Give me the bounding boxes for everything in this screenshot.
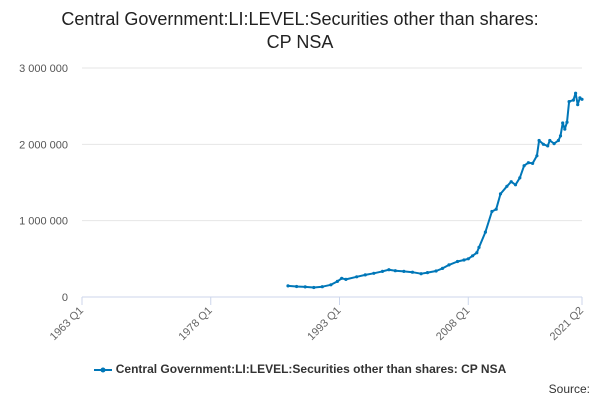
data-point [312, 285, 316, 290]
data-point [466, 257, 470, 261]
data-point [462, 258, 466, 262]
data-point [393, 269, 397, 273]
data-point [344, 277, 348, 281]
data-point [535, 154, 539, 158]
data-point [574, 91, 578, 95]
data-point [490, 209, 494, 214]
y-tick-label: 2 000 000 [19, 139, 68, 151]
data-point [387, 268, 391, 272]
data-point [556, 138, 561, 143]
legend-label: Central Government:LI:LEVEL:Securities o… [115, 362, 507, 376]
data-point [372, 271, 376, 275]
data-point [494, 207, 498, 211]
data-point [558, 134, 563, 138]
data-point [440, 266, 445, 270]
y-tick-label: 0 [62, 292, 68, 304]
data-point [434, 269, 438, 273]
data-point [509, 180, 513, 184]
data-point [505, 184, 509, 188]
x-tick-label: 1963 Q1 [48, 305, 86, 343]
chart-title-line-1: Central Government:LI:LEVEL:Securities o… [61, 9, 539, 29]
chart-title: Central Government:LI:LEVEL:Securities o… [0, 8, 600, 54]
x-tick-label: 2021 Q2 [548, 305, 586, 343]
data-point [447, 263, 451, 267]
data-point [329, 283, 333, 287]
data-point [295, 284, 299, 289]
data-point [340, 276, 344, 280]
data-point [576, 103, 580, 107]
data-point [303, 285, 307, 289]
x-tick-label: 2008 Q1 [434, 305, 472, 343]
data-point [537, 138, 541, 143]
data-point [355, 275, 359, 279]
legend-line-icon [93, 367, 112, 373]
data-point [563, 127, 567, 131]
data-point [522, 164, 526, 168]
data-point [380, 269, 384, 273]
data-point [565, 120, 569, 124]
data-point [526, 161, 531, 165]
data-point [425, 271, 430, 275]
chart-title-line-2: CP NSA [266, 32, 334, 52]
data-point [335, 279, 339, 283]
data-point [477, 245, 481, 249]
data-point [483, 230, 487, 234]
data-point [561, 121, 565, 125]
data-point [518, 176, 522, 180]
y-tick-label: 3 000 000 [19, 63, 68, 75]
source-label: Source: [548, 382, 590, 396]
data-point [567, 100, 571, 104]
data-point [475, 251, 479, 255]
chart-legend[interactable]: Central Government:LI:LEVEL:Securities o… [0, 362, 600, 376]
data-point [363, 273, 367, 277]
data-point [320, 285, 324, 289]
series-line [287, 92, 583, 289]
data-point [571, 98, 576, 102]
data-point [552, 142, 556, 146]
data-point [402, 269, 406, 273]
data-point [471, 254, 475, 258]
data-point [513, 183, 518, 187]
data-point [541, 142, 546, 146]
y-tick-label: 1 000 000 [19, 216, 68, 228]
x-tick-label: 1993 Q1 [305, 305, 343, 343]
data-point [455, 259, 460, 264]
legend-marker [100, 367, 106, 373]
data-point [580, 97, 584, 101]
data-point [546, 144, 550, 148]
data-point [286, 284, 290, 288]
data-point [498, 192, 503, 196]
x-tick-label: 1978 Q1 [177, 305, 215, 343]
data-point [419, 272, 423, 276]
data-point [410, 270, 415, 274]
data-point [531, 161, 535, 165]
data-point [548, 138, 552, 143]
